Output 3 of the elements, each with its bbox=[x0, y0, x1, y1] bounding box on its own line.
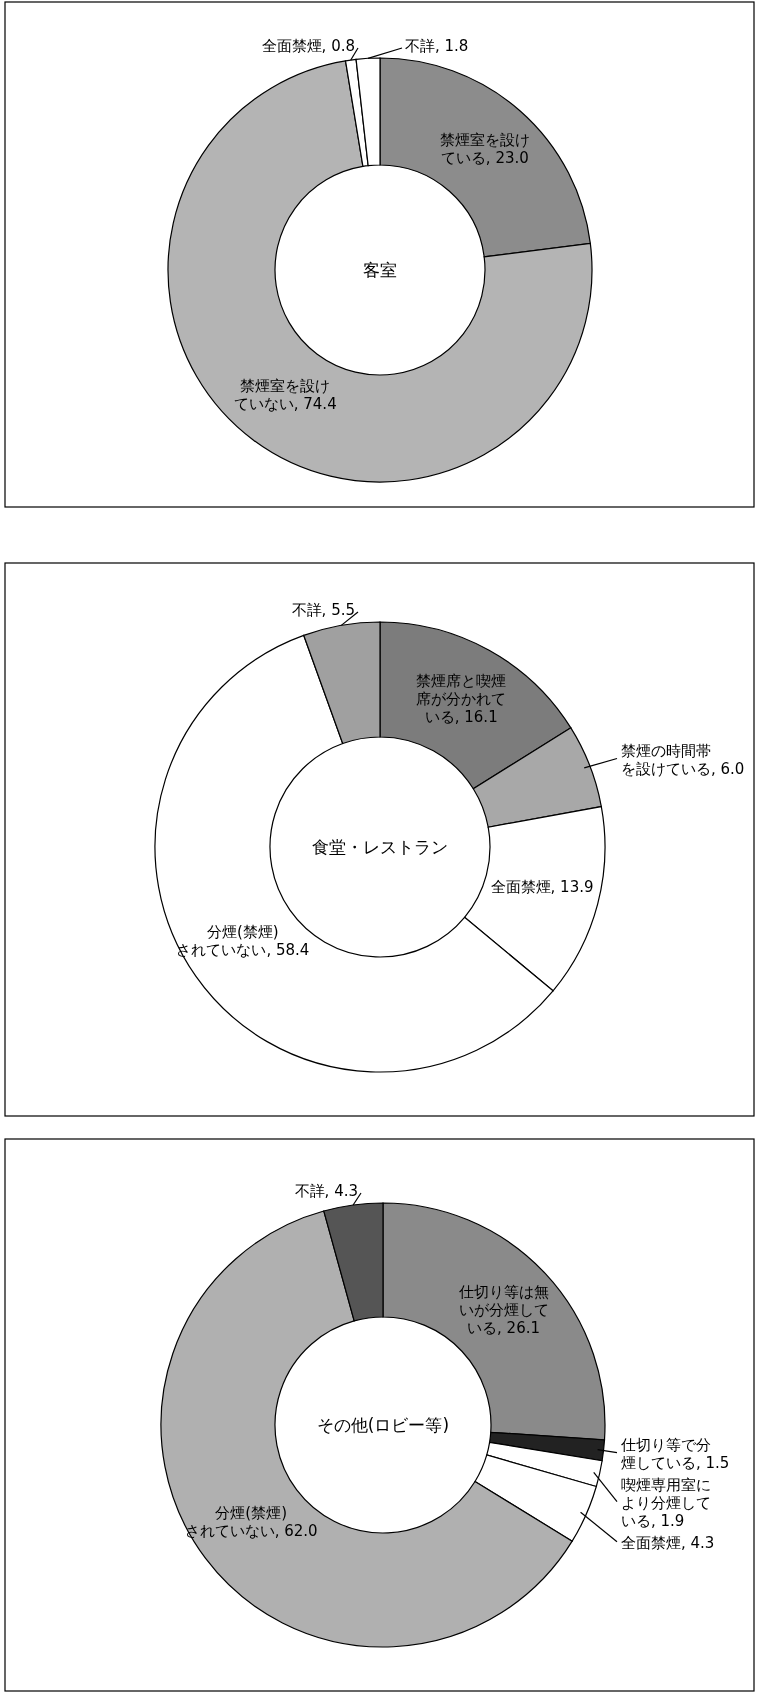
text: その他(ロビー等) bbox=[316, 1415, 450, 1435]
text: 食堂・レストラン bbox=[312, 837, 448, 857]
text: 客室 bbox=[363, 260, 397, 280]
